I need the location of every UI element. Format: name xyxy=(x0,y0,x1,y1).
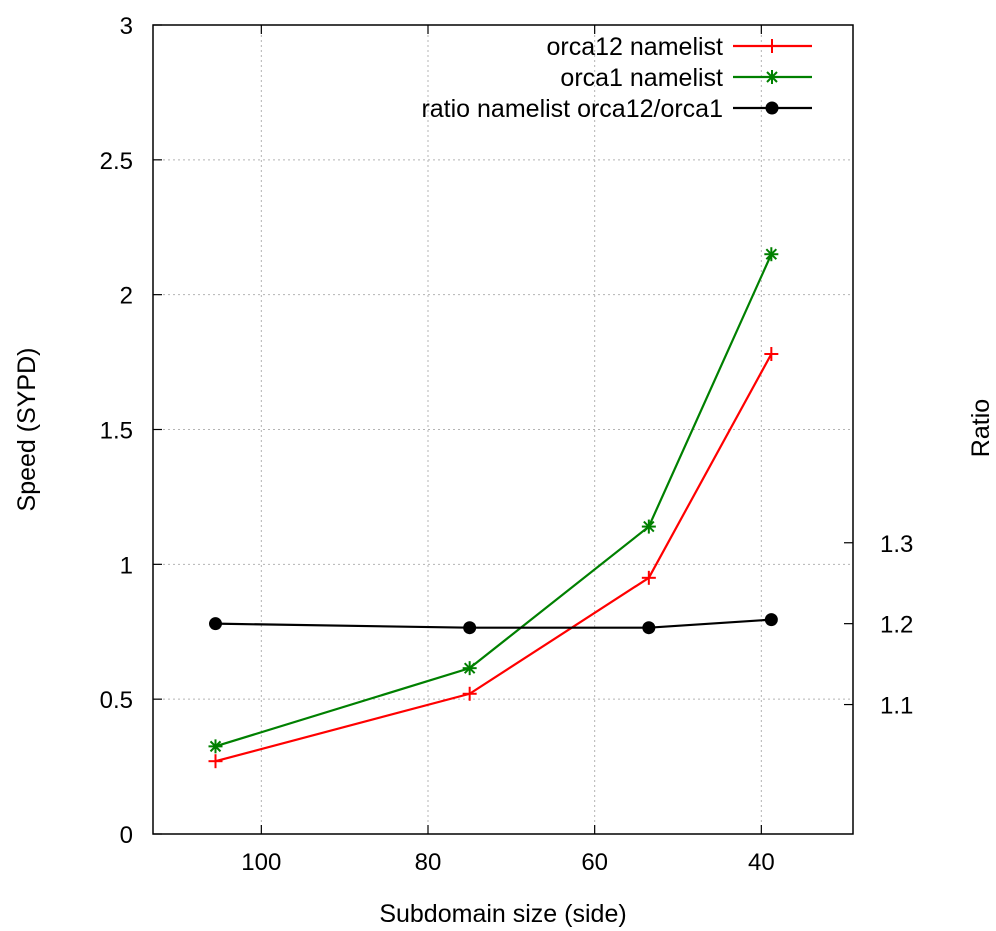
legend-entry-label: ratio namelist orca12/orca1 xyxy=(421,95,723,123)
series-line xyxy=(215,253,773,748)
data-point xyxy=(642,621,656,635)
x-tick-label: 60 xyxy=(581,849,608,876)
data-point xyxy=(208,739,223,754)
series-1 xyxy=(208,247,779,754)
legend-marker xyxy=(765,39,779,53)
data-point xyxy=(462,686,477,701)
y2-axis-label: Ratio xyxy=(967,399,995,457)
y2-tick-label: 1.2 xyxy=(880,612,913,639)
series xyxy=(208,247,779,769)
y-tick-label: 0 xyxy=(120,822,133,849)
y-tick-label: 2 xyxy=(120,283,133,310)
y-tick-label: 1.5 xyxy=(100,418,133,445)
y-axis-label: Speed (SYPD) xyxy=(13,348,41,512)
data-point xyxy=(463,621,477,635)
legend-marker-d2 xyxy=(766,71,778,83)
legend: orca12 namelist orca1 namelist ratio namel… xyxy=(421,33,812,123)
x-axis-label: Subdomain size (side) xyxy=(379,900,626,928)
y-tick-label: 1 xyxy=(120,552,133,579)
y2-tick-label: 1.1 xyxy=(880,693,913,720)
y2-tick-label: 1.3 xyxy=(880,531,913,558)
y-tick-label: 2.5 xyxy=(100,148,133,175)
series-line xyxy=(215,353,773,763)
legend-entry-label: orca12 namelist xyxy=(547,33,724,61)
data-point xyxy=(208,754,223,769)
legend-marker xyxy=(765,101,779,115)
series-2 xyxy=(209,613,778,635)
series-0 xyxy=(208,346,779,769)
data-point xyxy=(641,570,656,585)
data-point xyxy=(209,617,222,631)
y-tick-label: 3 xyxy=(120,13,133,40)
data-point xyxy=(462,661,477,676)
data-point xyxy=(764,613,778,627)
data-point-d2 xyxy=(209,740,222,753)
data-point xyxy=(641,519,656,534)
data-point-d2 xyxy=(765,248,778,260)
x-tick-label: 40 xyxy=(748,849,775,876)
x-tick-label: 100 xyxy=(241,849,281,876)
legend-marker xyxy=(765,70,779,84)
data-point xyxy=(764,247,779,262)
data-point-d2 xyxy=(463,662,476,674)
x-tick-label: 80 xyxy=(415,849,442,876)
grid xyxy=(153,25,853,834)
series-line xyxy=(215,618,772,629)
data-point-d2 xyxy=(643,520,655,533)
legend-entry-label: orca1 namelist xyxy=(560,64,723,92)
ticks: 100 80 60 40 0 0.5 1 1.5 2 2.5 3 1.1 1.2 1.3 xyxy=(100,13,914,876)
y-tick-label: 0.5 xyxy=(100,687,133,714)
data-point xyxy=(764,346,779,361)
